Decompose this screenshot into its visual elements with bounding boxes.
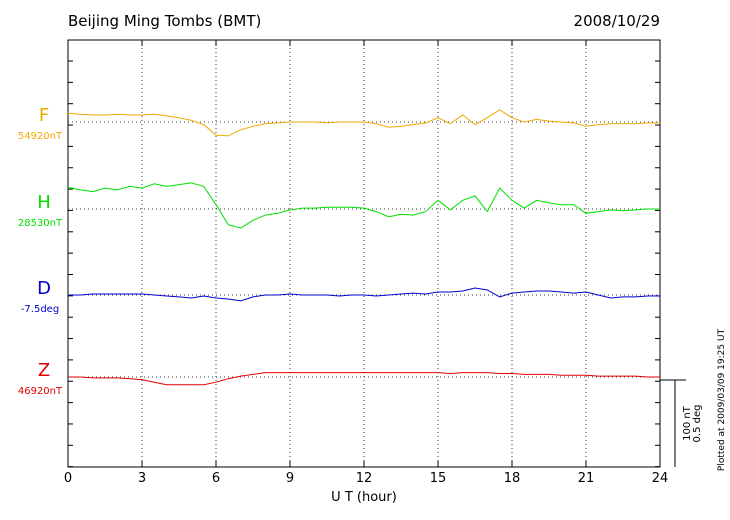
x-axis-label: U T (hour) — [331, 490, 397, 505]
x-tick-label: 15 — [430, 471, 447, 486]
series-name: F — [39, 105, 49, 126]
scale-label: 0.5 deg — [692, 405, 703, 443]
x-tick-label: 9 — [286, 471, 294, 486]
x-tick-label: 0 — [64, 471, 72, 486]
x-tick-label: 24 — [652, 471, 669, 486]
chart-title: Beijing Ming Tombs (BMT) — [68, 12, 261, 30]
x-tick-label: 21 — [578, 471, 595, 486]
scale-label: 100 nT — [682, 405, 693, 441]
chart-date: 2008/10/29 — [574, 12, 660, 30]
trace — [68, 372, 660, 386]
footnote: Plotted at 2009/03/09 19:25 UT — [717, 328, 727, 471]
x-tick-label: 6 — [212, 471, 220, 486]
series-name: H — [37, 192, 51, 213]
trace — [67, 109, 660, 137]
baseline-label: 28530nT — [18, 218, 63, 229]
trace — [67, 182, 660, 229]
baseline-label: 54920nT — [18, 131, 63, 142]
baseline-label: 46920nT — [18, 386, 63, 397]
trace — [68, 287, 660, 302]
x-tick-label: 3 — [138, 471, 146, 486]
baseline-label: -7.5deg — [21, 304, 59, 315]
series-name: Z — [38, 360, 50, 381]
series-name: D — [37, 278, 51, 299]
x-tick-label: 18 — [504, 471, 521, 486]
x-tick-label: 12 — [356, 471, 373, 486]
